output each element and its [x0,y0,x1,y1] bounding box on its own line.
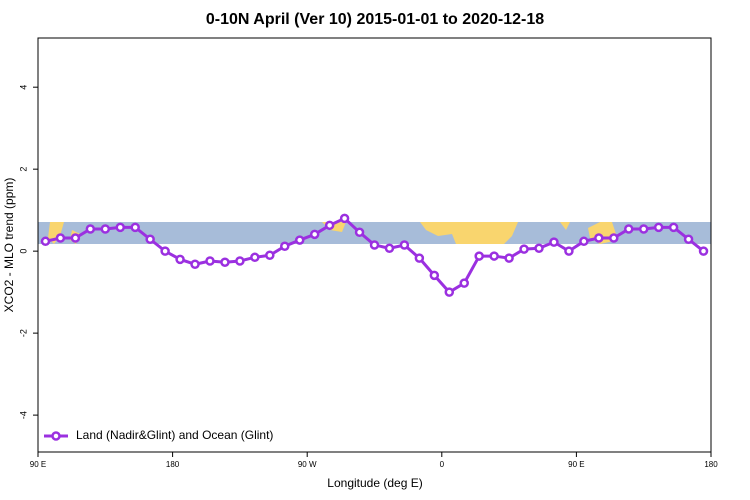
point [549,237,559,247]
ocean [38,222,711,244]
point [519,244,529,254]
point [504,253,514,263]
point [534,243,544,254]
point [235,256,245,266]
x-tick-label: 180 [166,460,180,469]
point [115,222,126,233]
point [220,257,230,267]
point [474,251,484,261]
point [369,240,380,250]
point [85,224,96,234]
point [280,241,290,251]
y-tick-label: 0 [18,249,28,254]
x-tick-label: 90 W [298,460,317,469]
point [594,233,604,243]
point [130,222,140,233]
legend-label: Land (Nadir&Glint) and Ocean (Glint) [76,428,273,442]
point [623,224,634,234]
point [190,259,200,270]
x-tick-label: 0 [440,460,445,469]
point [100,224,111,234]
x-tick-label: 90 E [30,460,46,469]
point [324,220,335,231]
x-axis-label: Longitude (deg E) [327,476,422,490]
point [609,233,619,243]
x-tick-label: 180 [704,460,718,469]
map-band [38,222,711,244]
point [414,253,425,263]
point [653,222,664,233]
x-tick-label: 90 E [568,460,584,469]
y-tick-label: -4 [18,411,28,419]
point [459,278,469,288]
point [70,233,81,243]
chart-title: 0-10N April (Ver 10) 2015-01-01 to 2020-… [206,11,544,28]
point [638,224,649,234]
point [698,246,709,256]
point [175,254,185,265]
point [339,213,350,224]
land [560,222,570,230]
point [444,287,455,297]
point [265,250,275,260]
point [683,234,694,245]
plot-frame [37,37,712,453]
point [40,236,51,247]
point [354,227,365,238]
y-tick-label: -2 [18,329,28,337]
point [384,243,395,254]
point [55,233,66,243]
point [205,256,215,266]
point [399,240,410,250]
point [668,222,679,233]
point [309,229,320,240]
y-tick-label: 2 [18,167,28,172]
point [145,234,155,245]
y-tick-label: 4 [18,85,28,90]
point [564,246,574,256]
point [489,251,499,261]
legend-marker [51,431,61,441]
y-axis-label: XCO2 - MLO trend (ppm) [2,178,16,313]
point [429,270,440,281]
land [420,222,518,244]
point [160,246,170,256]
point [250,252,260,263]
point [294,235,305,245]
point [579,236,589,247]
